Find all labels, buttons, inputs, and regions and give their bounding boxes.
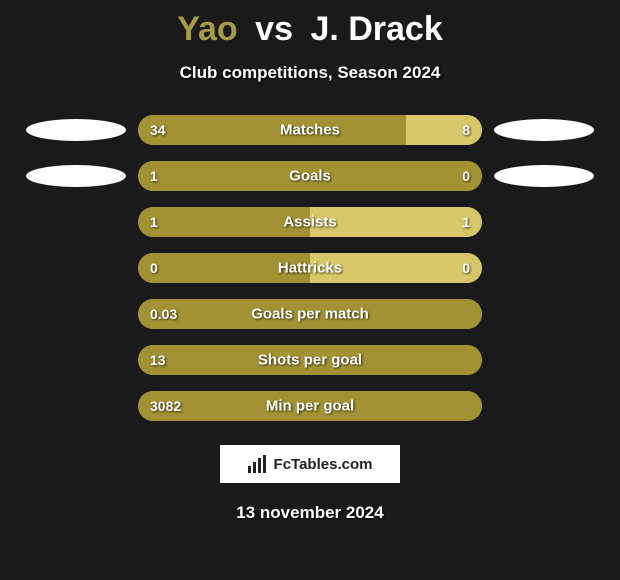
logo-text: FcTables.com <box>274 456 373 473</box>
vs-text: vs <box>255 10 293 48</box>
stat-bar: Assists 1 1 <box>138 207 482 237</box>
stat-row: Matches 34 8 <box>10 115 610 145</box>
stats-container: Matches348Goals10Assists11Hattricks00Goa… <box>0 115 620 421</box>
stat-value-left: 1 <box>150 168 158 184</box>
stat-row: Min per goal 3082 <box>10 391 610 421</box>
stat-label: Matches <box>280 122 340 139</box>
stat-label: Goals per match <box>251 306 369 323</box>
stat-bar: Matches 34 8 <box>138 115 482 145</box>
stat-value-left: 34 <box>150 122 166 138</box>
player1-badge <box>26 119 126 141</box>
stat-bar: Hattricks 0 0 <box>138 253 482 283</box>
stat-fill-left <box>138 115 406 145</box>
stat-row: Assists 1 1 <box>10 207 610 237</box>
comparison-title: Yao vs J. Drack <box>0 0 620 49</box>
stat-value-left: 0 <box>150 260 158 276</box>
stat-label: Shots per goal <box>258 352 362 369</box>
player2-name: J. Drack <box>310 10 442 48</box>
stat-bar: Goals per match 0.03 <box>138 299 482 329</box>
stat-label: Hattricks <box>278 260 342 277</box>
stat-bar: Goals 1 0 <box>138 161 482 191</box>
subtitle: Club competitions, Season 2024 <box>0 63 620 83</box>
stat-value-left: 3082 <box>150 398 181 414</box>
stat-value-right: 1 <box>462 214 470 230</box>
stat-bar: Shots per goal 13 <box>138 345 482 375</box>
date-label: 13 november 2024 <box>0 503 620 523</box>
player1-badge <box>26 165 126 187</box>
stat-label: Assists <box>283 214 336 231</box>
player2-badge <box>494 165 594 187</box>
stat-value-left: 13 <box>150 352 166 368</box>
stat-row: Goals per match 0.03 <box>10 299 610 329</box>
stat-bar: Min per goal 3082 <box>138 391 482 421</box>
stat-value-left: 1 <box>150 214 158 230</box>
stat-row: Shots per goal 13 <box>10 345 610 375</box>
fctables-logo[interactable]: FcTables.com <box>220 445 400 483</box>
stat-label: Goals <box>289 168 331 185</box>
stat-label: Min per goal <box>266 398 354 415</box>
player1-name: Yao <box>177 10 237 48</box>
stat-value-right: 0 <box>462 260 470 276</box>
stat-value-left: 0.03 <box>150 306 177 322</box>
stat-row: Hattricks 0 0 <box>10 253 610 283</box>
stat-row: Goals 1 0 <box>10 161 610 191</box>
player2-badge <box>494 119 594 141</box>
stat-fill-right <box>406 115 482 145</box>
logo-chart-icon <box>248 455 268 473</box>
stat-value-right: 0 <box>462 168 470 184</box>
stat-value-right: 8 <box>462 122 470 138</box>
